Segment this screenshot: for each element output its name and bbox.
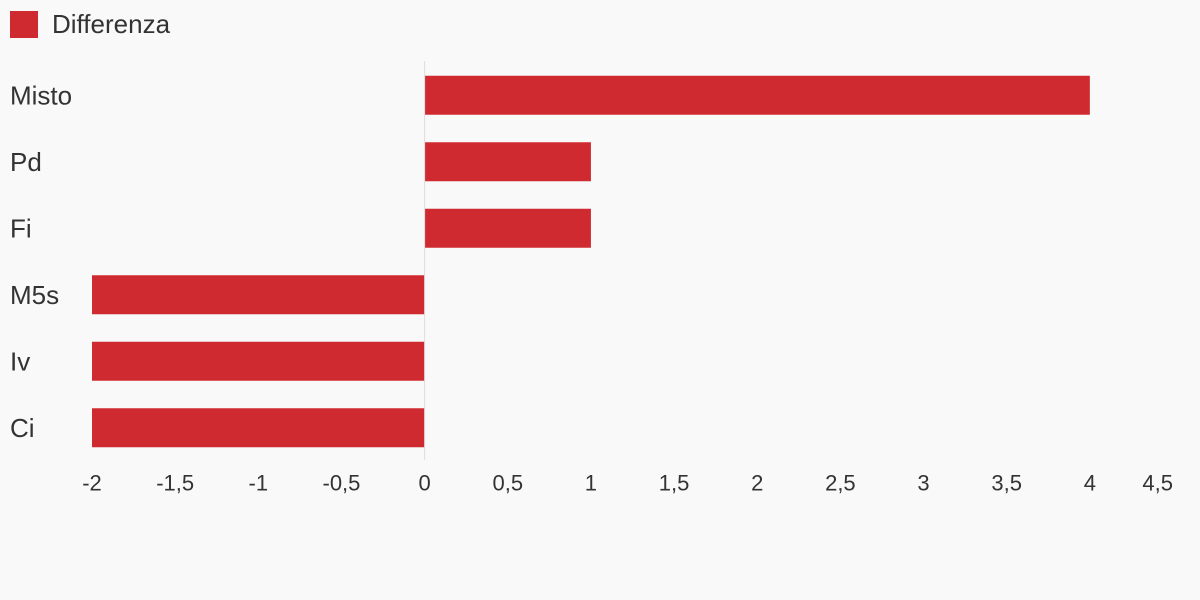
x-tick-label: -1 [249,471,269,496]
bar-pd [424,142,591,182]
bar-iv [92,341,425,381]
bar-misto [424,75,1090,115]
x-tick-label: 2 [751,471,763,496]
x-tick-label: 4 [1084,471,1096,496]
x-axis-tick-labels: -2 -1,5 -1 -0,5 0 0,5 1 1,5 2 2,5 3 3,5 4 4,5 [82,471,1173,496]
bar-fi [424,208,591,248]
category-label-m5s: M5s [10,280,59,310]
legend-swatch [10,10,38,38]
category-label-fi: Fi [10,213,32,243]
x-tick-label: -0,5 [323,471,361,496]
bar-m5s [92,275,425,315]
x-tick-label: 3,5 [991,471,1022,496]
category-label-misto: Misto [10,80,72,110]
x-tick-label: 1 [585,471,597,496]
x-tick-label: -1,5 [156,471,194,496]
category-label-iv: Iv [10,346,30,376]
category-label-ci: Ci [10,413,35,443]
x-tick-label: 0,5 [492,471,523,496]
x-tick-label: 1,5 [659,471,690,496]
x-tick-label: 3 [917,471,929,496]
legend-label: Differenza [52,9,171,39]
legend: Differenza [10,10,170,38]
x-tick-label: -2 [82,471,102,496]
bars-group [92,75,1090,448]
x-tick-label: 4,5 [1142,471,1173,496]
category-label-pd: Pd [10,147,42,177]
category-labels: Misto Pd Fi M5s Iv Ci [10,80,72,443]
x-tick-label: 2,5 [825,471,856,496]
bar-ci [92,408,425,448]
x-tick-label: 0 [418,471,430,496]
